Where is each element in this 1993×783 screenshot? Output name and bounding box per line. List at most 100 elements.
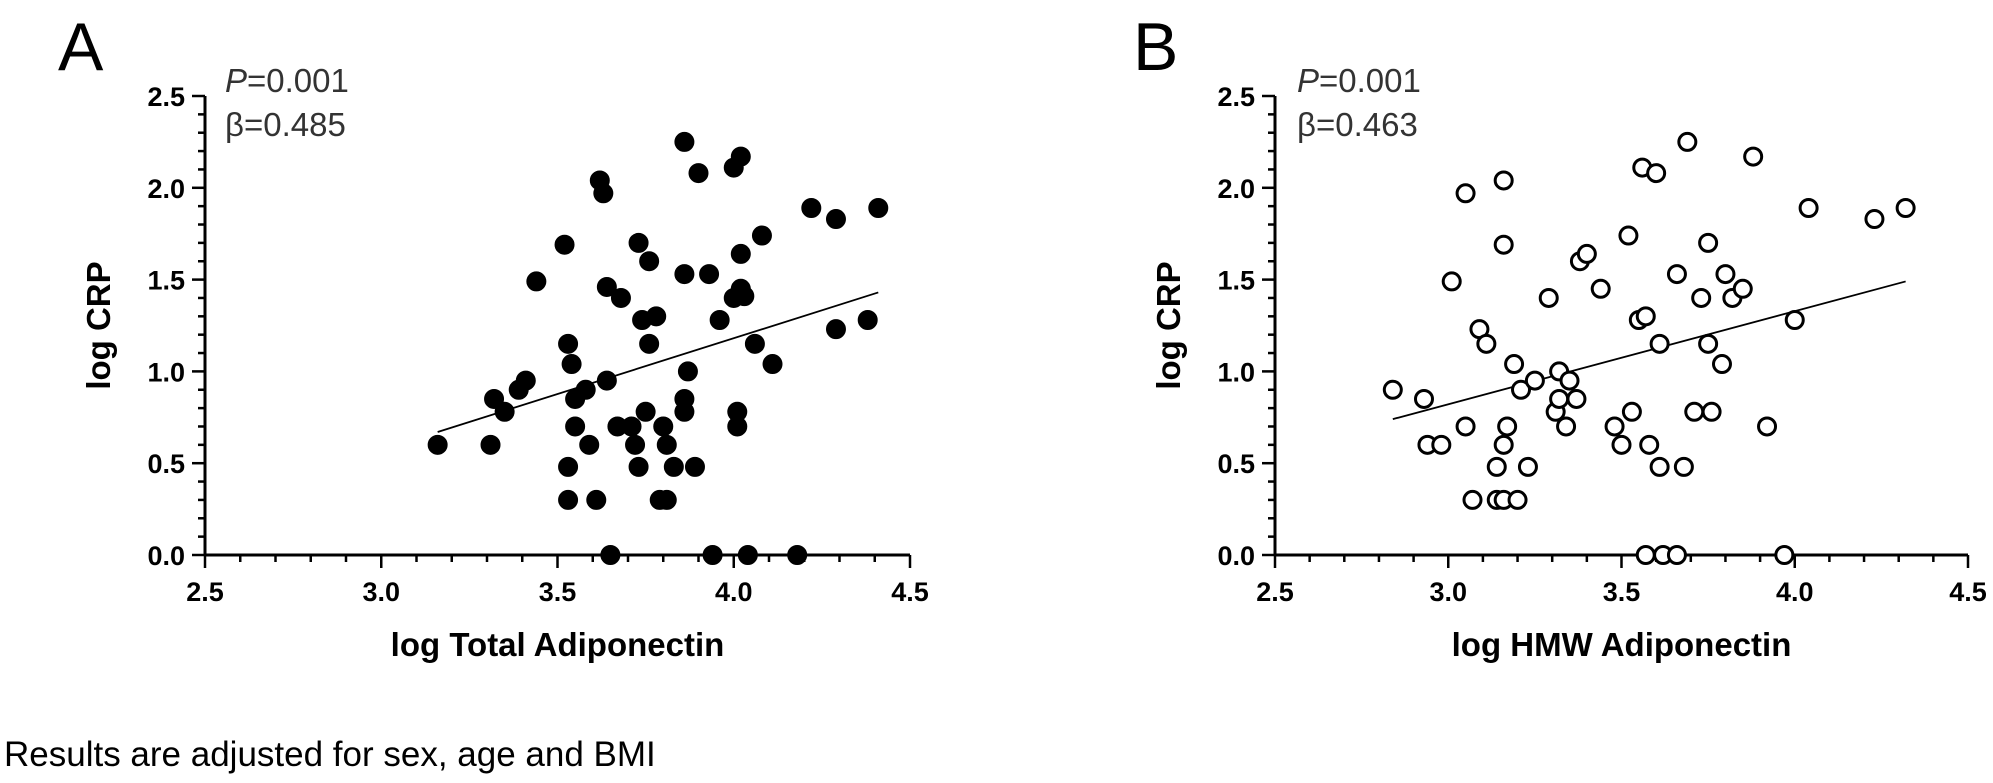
data-point xyxy=(565,416,586,437)
data-point xyxy=(1493,170,1514,191)
data-point xyxy=(1524,370,1545,391)
data-point xyxy=(674,131,695,152)
y-tick-label: 1.5 xyxy=(147,266,185,296)
chart-panel-a: A P=0.001 β=0.485 2.5 3.0 3.5 4.0 4.5 0.0 0.5 1.0 1… xyxy=(58,9,929,663)
data-point xyxy=(688,163,709,184)
data-point xyxy=(628,456,649,477)
data-point xyxy=(1590,278,1611,299)
p-symbol: P xyxy=(1297,62,1319,99)
data-point xyxy=(709,309,730,330)
data-point xyxy=(1511,379,1532,400)
x-tick-label: 3.0 xyxy=(362,577,400,607)
x-tick-label: 4.5 xyxy=(891,577,929,607)
y-tick-label: 0.0 xyxy=(1217,541,1255,571)
data-point xyxy=(515,370,536,391)
data-point xyxy=(575,379,596,400)
data-point xyxy=(639,333,660,354)
y-tick-label: 2.5 xyxy=(1217,82,1255,112)
data-point xyxy=(1774,545,1795,565)
data-point xyxy=(1431,434,1452,455)
y-tick-label: 0.0 xyxy=(147,541,185,571)
y-tick-label: 0.5 xyxy=(147,449,185,479)
data-point xyxy=(1576,243,1597,264)
x-tick-label: 3.5 xyxy=(1603,577,1641,607)
data-point xyxy=(526,271,547,292)
data-point xyxy=(1611,434,1632,455)
panel-letter: B xyxy=(1133,9,1178,85)
x-tick-label: 4.5 xyxy=(1949,577,1987,607)
data-point xyxy=(1784,309,1805,330)
data-point xyxy=(1895,197,1916,218)
data-point xyxy=(1604,416,1625,437)
x-axis-label: log Total Adiponectin xyxy=(391,626,725,663)
data-point xyxy=(1618,225,1639,246)
data-point xyxy=(677,361,698,382)
data-point xyxy=(762,354,783,375)
data-point xyxy=(427,434,448,455)
data-point xyxy=(1711,354,1732,375)
data-point xyxy=(674,401,695,422)
y-tick-label: 1.0 xyxy=(147,357,185,387)
data-point xyxy=(1476,333,1497,354)
data-point xyxy=(1559,370,1580,391)
y-tick-label: 1.0 xyxy=(1217,357,1255,387)
footnote: Results are adjusted for sex, age and BM… xyxy=(4,735,656,774)
data-point xyxy=(674,264,695,285)
x-tick-label: 3.5 xyxy=(539,577,577,607)
data-point xyxy=(1382,379,1403,400)
p-symbol: P xyxy=(225,62,247,99)
data-point xyxy=(596,276,617,297)
data-point xyxy=(1517,456,1538,477)
data-point xyxy=(579,434,600,455)
data-point xyxy=(1666,545,1687,565)
data-point xyxy=(1441,271,1462,292)
data-point xyxy=(825,209,846,230)
data-point xyxy=(1666,264,1687,285)
p-value: =0.001 xyxy=(1319,62,1421,99)
panel-letter: A xyxy=(58,9,104,85)
data-point xyxy=(1455,183,1476,204)
data-point xyxy=(663,456,684,477)
data-point xyxy=(656,434,677,455)
data-point xyxy=(1455,416,1476,437)
x-tick-label: 4.0 xyxy=(1776,577,1814,607)
data-point xyxy=(734,286,755,307)
data-point xyxy=(1701,401,1722,422)
x-tick-label: 4.0 xyxy=(715,577,753,607)
y-tick-label: 1.5 xyxy=(1217,266,1255,296)
data-point xyxy=(1798,197,1819,218)
data-point xyxy=(801,197,822,218)
data-point xyxy=(1698,333,1719,354)
data-point xyxy=(1649,333,1670,354)
data-point xyxy=(702,545,723,565)
data-point xyxy=(744,333,765,354)
y-tick-label: 2.0 xyxy=(147,174,185,204)
p-value: =0.001 xyxy=(247,62,349,99)
beta-label: β=0.463 xyxy=(1297,106,1418,143)
y-tick-label: 2.0 xyxy=(1217,174,1255,204)
data-point xyxy=(558,489,579,510)
data-point xyxy=(751,225,772,246)
x-tick-label: 2.5 xyxy=(186,577,224,607)
data-point xyxy=(1538,287,1559,308)
data-point xyxy=(656,489,677,510)
data-point xyxy=(554,234,575,255)
data-point xyxy=(1698,232,1719,253)
data-point xyxy=(1715,264,1736,285)
data-point xyxy=(787,545,808,565)
data-point xyxy=(730,243,751,264)
y-tick-label: 2.5 xyxy=(147,82,185,112)
data-point xyxy=(1566,388,1587,409)
data-point xyxy=(494,401,515,422)
data-point xyxy=(653,416,674,437)
data-point xyxy=(1497,416,1518,437)
data-point xyxy=(1757,416,1778,437)
data-point xyxy=(857,309,878,330)
p-value-label: P=0.001 xyxy=(1297,62,1421,99)
data-point xyxy=(1743,146,1764,167)
data-point xyxy=(1732,278,1753,299)
data-point xyxy=(586,489,607,510)
y-axis-label: log CRP xyxy=(1150,261,1187,389)
data-point xyxy=(558,456,579,477)
